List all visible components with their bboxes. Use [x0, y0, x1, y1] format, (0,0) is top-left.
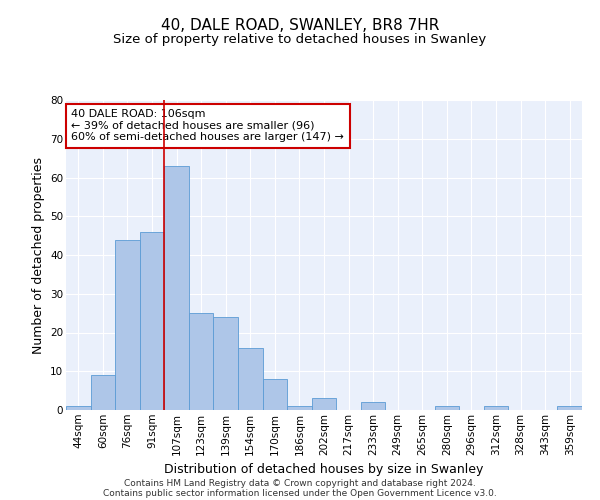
- Bar: [434, 406, 459, 410]
- Bar: [164, 166, 189, 410]
- Bar: [66, 406, 91, 410]
- Text: Contains public sector information licensed under the Open Government Licence v3: Contains public sector information licen…: [103, 488, 497, 498]
- X-axis label: Distribution of detached houses by size in Swanley: Distribution of detached houses by size …: [164, 463, 484, 476]
- Text: Contains HM Land Registry data © Crown copyright and database right 2024.: Contains HM Land Registry data © Crown c…: [124, 478, 476, 488]
- Text: 40 DALE ROAD: 106sqm
← 39% of detached houses are smaller (96)
60% of semi-detac: 40 DALE ROAD: 106sqm ← 39% of detached h…: [71, 110, 344, 142]
- Bar: [189, 313, 214, 410]
- Bar: [484, 406, 508, 410]
- Text: Size of property relative to detached houses in Swanley: Size of property relative to detached ho…: [113, 32, 487, 46]
- Y-axis label: Number of detached properties: Number of detached properties: [32, 156, 44, 354]
- Bar: [312, 398, 336, 410]
- Bar: [115, 240, 140, 410]
- Bar: [140, 232, 164, 410]
- Bar: [263, 379, 287, 410]
- Text: 40, DALE ROAD, SWANLEY, BR8 7HR: 40, DALE ROAD, SWANLEY, BR8 7HR: [161, 18, 439, 32]
- Bar: [361, 402, 385, 410]
- Bar: [91, 375, 115, 410]
- Bar: [287, 406, 312, 410]
- Bar: [238, 348, 263, 410]
- Bar: [214, 317, 238, 410]
- Bar: [557, 406, 582, 410]
